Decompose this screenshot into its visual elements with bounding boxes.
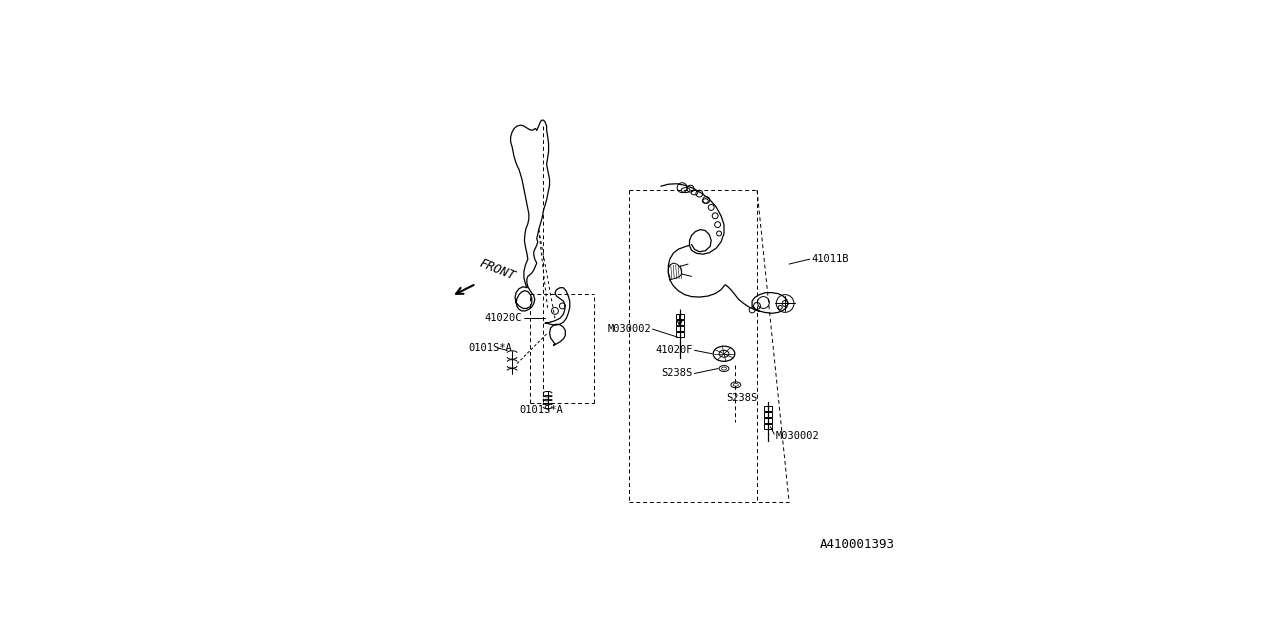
Text: 41020F: 41020F <box>655 346 692 355</box>
Text: A410001393: A410001393 <box>819 538 895 551</box>
Text: 0101S*A: 0101S*A <box>468 343 512 353</box>
Text: M030002: M030002 <box>607 324 652 334</box>
Text: FRONT: FRONT <box>477 257 517 283</box>
Text: 41011B: 41011B <box>812 254 849 264</box>
Text: S238S: S238S <box>727 393 758 403</box>
Text: 41020C: 41020C <box>484 313 522 323</box>
Text: 0101S*A: 0101S*A <box>520 406 563 415</box>
Text: M030002: M030002 <box>776 431 819 440</box>
Text: S238S: S238S <box>662 369 692 378</box>
